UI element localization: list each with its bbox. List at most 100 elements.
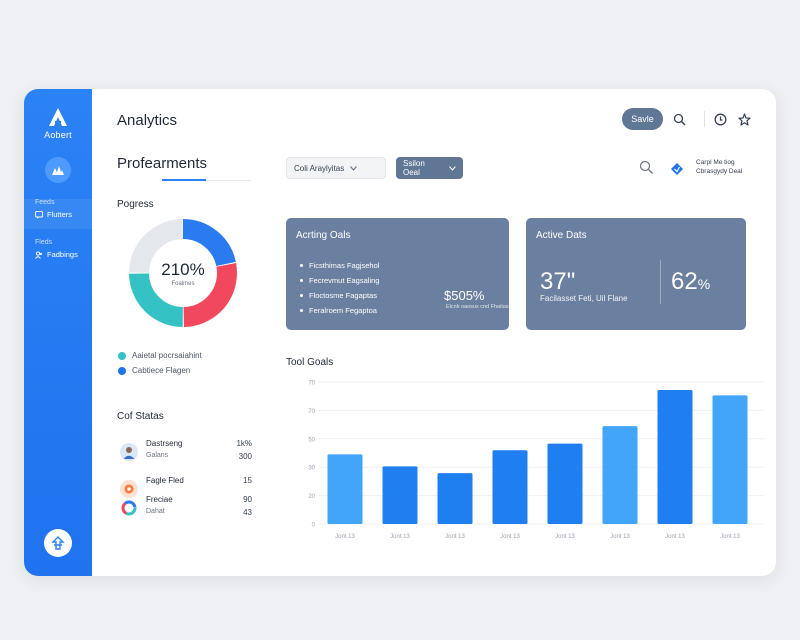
support-button[interactable] [44,529,72,557]
legend-item: Cabtiece Flagen [118,363,202,378]
y-tick-label: 50 [308,437,315,443]
person-avatar [120,443,138,461]
header-divider [704,111,705,127]
sidebar-group-heading: Feeds [35,199,55,206]
bar[interactable] [602,426,638,524]
card-value: $505% [444,288,485,303]
bar[interactable] [327,454,363,524]
acting-goals-card[interactable]: Acrting Oals Ficsthimas Fagjsehol Fecrev… [286,218,509,330]
bar[interactable] [382,466,418,524]
search-icon[interactable] [639,160,655,176]
dashboard-window: Aobert Feeds Flutters Fleds Fadbings [24,89,776,576]
percent-value: 62 [671,268,698,295]
sidebar-item-label: Fadbings [47,250,78,259]
sidebar-item-fadbings[interactable]: Fadbings [24,250,92,259]
donut-caption: Foalmes [171,281,195,287]
logo[interactable]: Aobert [24,107,92,140]
list-item-label: Feralroem Fegaptoa [309,306,377,315]
donut-value: 210% [161,260,205,279]
legend-label: Aaietal pocrsaiahint [132,351,202,360]
donut-legend: Aaietal pocrsaiahint Cabtiece Flagen [118,348,202,378]
chevron-down-icon [350,165,358,171]
x-tick-label: Jont 13 [555,534,575,540]
list-item-label: Ficsthimas Fagjsehol [309,261,380,270]
sidebar-item-flutters[interactable]: Flutters [24,210,92,219]
stat-row[interactable]: Dastrseng Galans 1k% 300 [120,439,252,465]
bar[interactable] [547,443,583,524]
card-title: Active Dats [536,230,587,241]
x-tick-label: Jont 13 [445,534,465,540]
sidebar-group-heading: Fleds [35,239,53,246]
sidebar-group-fleds: Fleds Fadbings [24,239,92,259]
people-icon [35,250,43,259]
legend-item: Aaietal pocrsaiahint [118,348,202,363]
search-icon[interactable] [671,111,687,127]
stat-name: Fagle Fled [146,476,184,485]
y-tick-label: 30 [308,466,315,472]
stat-row[interactable]: Fagle Fled 15 [120,476,252,502]
card-value-caption: Facilasset Feti, Uil Flane [540,294,628,303]
brand-line: Carpl Me tiog [696,159,735,166]
active-data-card[interactable]: Active Dats 37" Facilasset Feti, Uil Fla… [526,218,746,330]
legend-dot [118,366,126,375]
orange-badge-icon [120,480,138,498]
timer-icon[interactable] [712,111,728,127]
dropdown-value: Ssilon Oeal [403,159,425,177]
title-divider [162,180,251,181]
card-divider [660,260,661,304]
goal-dropdown[interactable]: Ssilon Oeal [396,157,463,179]
y-tick-label: 70 [308,409,315,415]
logo-text: Aobert [44,130,72,140]
x-tick-label: Jont 13 [720,534,740,540]
percent-unit: % [697,276,711,292]
chart-title: Tool Goals [286,357,334,368]
brand-line: Cbrasgydy Deal [696,168,743,175]
stat-value: 15 [243,476,252,485]
colorful-badge-icon [120,499,138,517]
y-tick-label: 70 [308,381,315,387]
x-tick-label: Jont 13 [610,534,630,540]
bar[interactable] [437,473,473,524]
list-item: Fecrevmut Eagsaling [300,273,379,288]
stat-row[interactable]: Freciae Dahat 90 43 [120,495,252,521]
progress-donut-chart [129,219,237,327]
bar[interactable] [492,450,528,524]
stat-value: 1k% [236,439,252,448]
donut-segment-blue [129,219,237,327]
card-value: 37" [540,268,576,295]
stat-name: Freciae [146,495,173,504]
chat-icon [35,210,43,219]
users-icon[interactable] [45,157,71,183]
sidebar-item-label: Flutters [47,210,73,219]
goal-list: Ficsthimas Fagjsehol Fecrevmut Eagsaling… [300,258,379,318]
sidebar: Aobert Feeds Flutters Fleds Fadbings [24,89,92,576]
logo-icon [49,108,67,126]
sidebar-group-feeds: Feeds Flutters [24,199,92,229]
list-item: Floctosme Fagaptas [300,288,379,303]
stats-heading: Cof Statas [117,411,164,422]
star-icon[interactable] [736,111,752,127]
bar[interactable] [657,390,693,524]
stat-value: 90 [243,495,252,504]
chevron-down-icon [449,165,456,171]
stat-name: Dastrseng [146,439,183,448]
y-tick-label: 0 [312,523,316,529]
donut-center: 210% Foalmes [128,260,238,287]
dropdown-value: Coli Araylyitas [294,163,345,173]
stat-subtitle: Galans [146,452,169,459]
legend-label: Cabtiece Flagen [132,366,191,375]
brand-badge[interactable]: Carpl Me tiog Cbrasgydy Deal [670,159,760,179]
support-icon [51,536,65,550]
analytics-dropdown[interactable]: Coli Araylyitas [286,157,386,179]
stat-value: 43 [243,508,252,517]
save-button[interactable]: Savle [622,108,663,130]
stat-subtitle: Dahat [146,508,165,515]
legend-dot [118,351,126,360]
bar[interactable] [712,395,748,524]
list-item: Ficsthimas Fagjsehol [300,258,379,273]
list-item-label: Floctosme Fagaptas [309,291,377,300]
x-tick-label: Jont 13 [390,534,410,540]
card-value-caption: Elcnk oaosus cnd Fhaitas [446,304,509,310]
card-title: Acrting Oals [296,230,351,241]
donut-segment-red [129,219,237,327]
